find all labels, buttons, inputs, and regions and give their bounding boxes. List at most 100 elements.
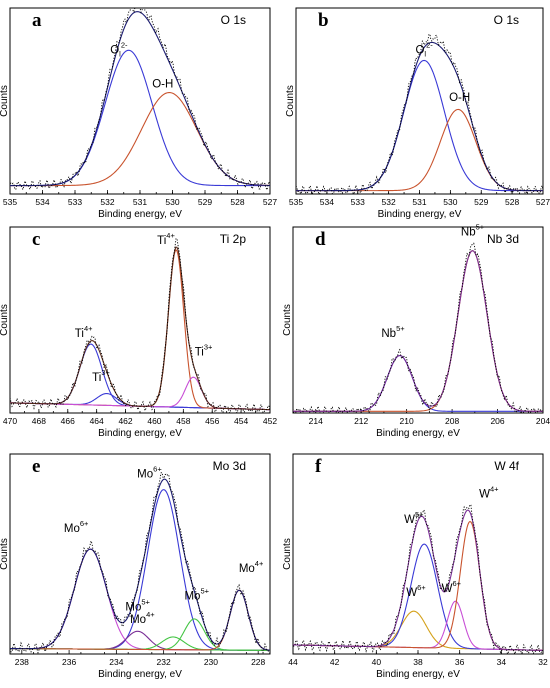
panel-letter: e xyxy=(32,456,40,477)
experimental-curve xyxy=(10,471,270,654)
component-curve xyxy=(10,392,270,411)
x-tick-label: 533 xyxy=(68,197,82,207)
panel-title: Nb 3d xyxy=(487,232,519,246)
plot-area xyxy=(10,238,270,413)
panel-b: 535 534 533 532 531 530 529 528 527 Binding energ… xyxy=(285,7,550,220)
y-axis-label: Counts xyxy=(285,85,296,117)
x-tick-label: 206 xyxy=(490,416,504,426)
y-axis-label: Counts xyxy=(282,304,293,336)
x-tick-label: 462 xyxy=(118,416,132,426)
component-curve xyxy=(296,108,543,192)
panel-title: O 1s xyxy=(494,13,519,27)
x-tick-label: 456 xyxy=(205,416,219,426)
x-tick-label: 534 xyxy=(320,197,334,207)
peak-label: Ol2- xyxy=(110,41,128,59)
x-tick-label: 531 xyxy=(133,197,147,207)
x-tick-label: 468 xyxy=(32,416,46,426)
x-tick-label: 228 xyxy=(251,657,265,667)
component-curve xyxy=(293,543,543,651)
x-tick-label: 532 xyxy=(100,197,114,207)
peak-label: Mo5+ xyxy=(184,586,209,602)
envelope-curve xyxy=(10,11,270,187)
peak-label: W5+ xyxy=(404,510,424,526)
x-tick-label: 238 xyxy=(15,657,29,667)
plot-area xyxy=(296,33,543,194)
x-tick-label: 204 xyxy=(536,416,550,426)
x-tick-label: 535 xyxy=(289,197,303,207)
envelope-curve xyxy=(293,509,543,651)
x-tick-label: 529 xyxy=(198,197,212,207)
peak-label: O-H xyxy=(449,92,470,104)
x-tick-label: 234 xyxy=(109,657,123,667)
panel-d: 214 212 210 208 206 204 Binding energy, eV Coun… xyxy=(282,222,550,439)
envelope-curve xyxy=(296,41,543,192)
x-tick-label: 212 xyxy=(354,416,368,426)
panel-title: W 4f xyxy=(494,459,519,473)
x-tick-label: 533 xyxy=(351,197,365,207)
panel-letter: f xyxy=(315,456,322,477)
x-tick-label: 236 xyxy=(62,657,76,667)
peak-label: Ti4+ xyxy=(157,231,175,247)
x-tick-label: 529 xyxy=(474,197,488,207)
y-axis-label: Counts xyxy=(282,538,293,570)
peak-label: Mo5+ xyxy=(125,597,150,613)
peak-label: Nb5+ xyxy=(461,222,485,238)
peak-label: Mo6+ xyxy=(137,465,162,481)
y-axis-label: Counts xyxy=(0,538,10,570)
x-tick-label: 38 xyxy=(413,657,423,667)
component-curve xyxy=(293,600,543,651)
x-axis-label: Binding energy, eV xyxy=(376,669,460,680)
panel-title: O 1s xyxy=(221,13,246,27)
x-tick-label: 534 xyxy=(35,197,49,207)
peak-label: O-H xyxy=(152,78,173,90)
x-tick-label: 232 xyxy=(157,657,171,667)
x-tick-label: 530 xyxy=(165,197,179,207)
plot-frame xyxy=(9,453,271,655)
x-tick-label: 454 xyxy=(234,416,248,426)
experimental-curve xyxy=(293,504,543,654)
x-tick-label: 452 xyxy=(263,416,277,426)
component-curve xyxy=(10,630,270,651)
x-axis-label: Binding energy, eV xyxy=(378,209,462,220)
x-tick-label: 210 xyxy=(400,416,414,426)
x-tick-label: 528 xyxy=(505,197,519,207)
x-tick-label: 460 xyxy=(147,416,161,426)
panel-f: 44 42 40 38 36 34 32 Binding energy, eV Counts f W… xyxy=(282,453,548,680)
plot-area xyxy=(10,471,270,654)
experimental-curve xyxy=(10,238,270,413)
plot-area xyxy=(293,242,543,413)
x-tick-label: 530 xyxy=(443,197,457,207)
component-curve xyxy=(10,343,270,411)
peak-label: W6+ xyxy=(406,583,426,599)
x-axis-label: Binding energy, eV xyxy=(98,209,182,220)
x-tick-label: 214 xyxy=(309,416,323,426)
x-tick-label: 535 xyxy=(3,197,17,207)
component-curve xyxy=(10,376,270,411)
x-tick-label: 527 xyxy=(263,197,277,207)
experimental-curve xyxy=(10,8,270,192)
component-curve xyxy=(10,91,270,187)
peak-label: Mo4+ xyxy=(130,610,155,626)
component-curve xyxy=(10,249,270,411)
panel-e: 238 236 234 232 230 228 Binding energy, eV Coun… xyxy=(0,453,271,680)
x-tick-label: 44 xyxy=(288,657,298,667)
plot-area xyxy=(293,504,543,654)
plot-frame xyxy=(292,226,544,414)
peak-label: W4+ xyxy=(479,485,499,501)
x-tick-label: 464 xyxy=(90,416,104,426)
experimental-curve xyxy=(296,33,543,194)
x-tick-label: 34 xyxy=(497,657,507,667)
component-curve xyxy=(293,354,543,412)
x-tick-label: 32 xyxy=(538,657,548,667)
experimental-curve xyxy=(293,242,543,413)
panel-letter: c xyxy=(32,229,40,250)
panel-title: Ti 2p xyxy=(220,232,247,246)
panel-c: 470 468 466 464 462 460 458 456 454 452 Binding en… xyxy=(0,226,277,439)
x-axis-label: Binding energy, eV xyxy=(98,669,182,680)
x-tick-label: 527 xyxy=(536,197,550,207)
peak-label: Mo4+ xyxy=(239,559,264,575)
plot-frame xyxy=(295,7,544,195)
component-curve xyxy=(293,610,543,651)
component-curve xyxy=(10,489,270,651)
x-tick-label: 40 xyxy=(372,657,382,667)
